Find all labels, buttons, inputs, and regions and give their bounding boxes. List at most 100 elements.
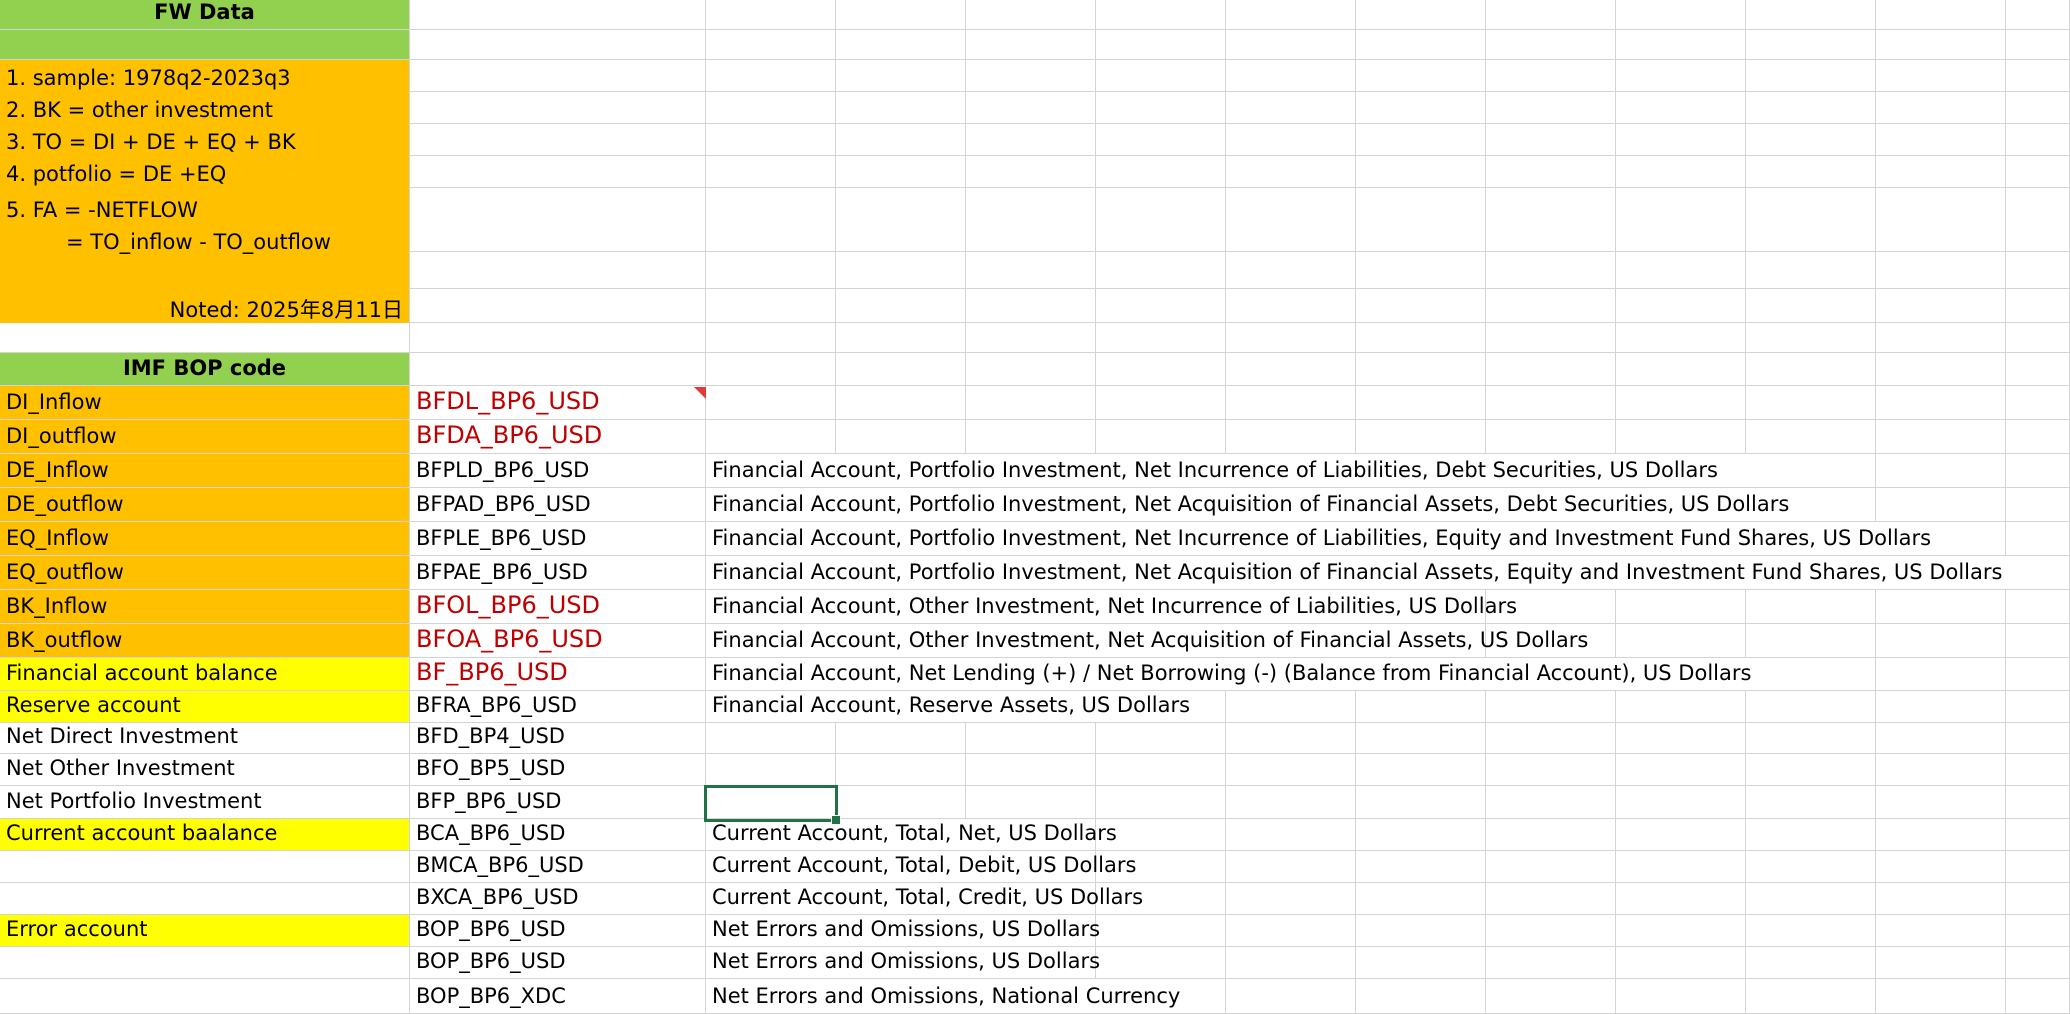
cell[interactable]	[1876, 851, 2006, 883]
cell[interactable]	[1226, 386, 1356, 420]
cell[interactable]	[1746, 915, 1876, 947]
cell[interactable]	[1486, 488, 1616, 522]
cell[interactable]	[1226, 556, 1356, 590]
cell[interactable]	[2006, 883, 2070, 915]
cell[interactable]	[1616, 252, 1746, 289]
cell[interactable]	[966, 188, 1096, 252]
cell[interactable]	[966, 786, 1096, 819]
description-cell[interactable]: Financial Account, Other Investment, Net…	[706, 590, 1517, 624]
cell[interactable]	[966, 556, 1096, 590]
cell[interactable]	[1746, 754, 1876, 786]
cell[interactable]	[1746, 420, 1876, 454]
cell[interactable]	[1356, 658, 1486, 691]
code-cell[interactable]: BFD_BP4_USD	[410, 723, 706, 754]
label-cell[interactable]: DI_outflow	[0, 420, 410, 454]
cell[interactable]	[836, 92, 966, 124]
cell[interactable]	[1876, 819, 2006, 851]
cell[interactable]	[836, 590, 966, 624]
cell[interactable]	[1616, 60, 1746, 92]
cell[interactable]	[966, 819, 1096, 851]
cell[interactable]	[836, 947, 966, 979]
cell[interactable]	[1096, 658, 1226, 691]
cell[interactable]	[1096, 522, 1226, 556]
cell[interactable]	[706, 156, 836, 188]
description-cell[interactable]: Financial Account, Portfolio Investment,…	[706, 488, 1789, 522]
code-cell[interactable]: BFPAE_BP6_USD	[410, 556, 706, 590]
cell[interactable]	[1356, 723, 1486, 754]
cell[interactable]	[966, 156, 1096, 188]
cell[interactable]	[2006, 488, 2070, 522]
cell[interactable]	[1096, 883, 1226, 915]
cell[interactable]	[1096, 289, 1226, 323]
fw-data-header-cell[interactable]: FW Data	[0, 0, 410, 30]
cell[interactable]	[1356, 522, 1486, 556]
cell[interactable]	[1486, 353, 1616, 386]
cell[interactable]	[1096, 723, 1226, 754]
cell[interactable]	[2006, 124, 2070, 156]
cell[interactable]	[1356, 30, 1486, 60]
cell[interactable]	[2006, 819, 2070, 851]
cell[interactable]	[1486, 754, 1616, 786]
cell[interactable]	[966, 124, 1096, 156]
description-cell[interactable]: Current Account, Total, Credit, US Dolla…	[706, 883, 1143, 915]
cell[interactable]	[1486, 851, 1616, 883]
cell[interactable]	[1226, 289, 1356, 323]
cell[interactable]	[1226, 252, 1356, 289]
cell[interactable]	[1616, 979, 1746, 1014]
cell[interactable]	[1876, 556, 2006, 590]
cell[interactable]	[1486, 658, 1616, 691]
cell[interactable]	[1096, 188, 1226, 252]
cell[interactable]	[410, 353, 706, 386]
cell[interactable]	[1356, 754, 1486, 786]
cell[interactable]	[966, 624, 1096, 658]
cell[interactable]	[836, 915, 966, 947]
cell[interactable]	[410, 323, 706, 353]
cell[interactable]	[0, 323, 410, 353]
cell[interactable]	[1486, 60, 1616, 92]
cell[interactable]	[836, 420, 966, 454]
cell[interactable]	[1616, 386, 1746, 420]
cell[interactable]	[1486, 30, 1616, 60]
cell[interactable]	[2006, 0, 2070, 30]
cell[interactable]	[1096, 386, 1226, 420]
fw-data-header-cell[interactable]	[0, 30, 410, 60]
cell[interactable]	[2006, 786, 2070, 819]
cell[interactable]	[1876, 420, 2006, 454]
cell[interactable]	[1486, 188, 1616, 252]
imf-bop-header-cell[interactable]: IMF BOP code	[0, 353, 410, 386]
cell[interactable]	[1746, 522, 1876, 556]
cell[interactable]	[966, 851, 1096, 883]
cell[interactable]	[1096, 252, 1226, 289]
cell[interactable]	[836, 353, 966, 386]
cell[interactable]	[1096, 691, 1226, 723]
cell[interactable]	[1616, 590, 1746, 624]
cell[interactable]	[706, 289, 836, 323]
cell[interactable]	[1356, 353, 1486, 386]
cell[interactable]	[1486, 454, 1616, 488]
cell[interactable]	[966, 590, 1096, 624]
cell[interactable]	[706, 420, 836, 454]
cell[interactable]	[1486, 883, 1616, 915]
cell[interactable]	[1356, 590, 1486, 624]
cell[interactable]	[1096, 30, 1226, 60]
cell[interactable]	[1356, 851, 1486, 883]
cell[interactable]	[1226, 420, 1356, 454]
cell[interactable]	[706, 323, 836, 353]
code-cell[interactable]: BFRA_BP6_USD	[410, 691, 706, 723]
cell[interactable]	[1876, 624, 2006, 658]
cell[interactable]	[2006, 522, 2070, 556]
cell[interactable]	[1226, 60, 1356, 92]
cell[interactable]	[1876, 947, 2006, 979]
cell[interactable]	[410, 289, 706, 323]
cell[interactable]	[1486, 624, 1616, 658]
cell[interactable]	[836, 624, 966, 658]
cell[interactable]	[1616, 454, 1746, 488]
cell[interactable]	[706, 723, 836, 754]
cell[interactable]	[1356, 488, 1486, 522]
cell[interactable]	[1486, 289, 1616, 323]
cell[interactable]	[1616, 624, 1746, 658]
cell[interactable]	[1876, 0, 2006, 30]
cell[interactable]	[836, 60, 966, 92]
cell[interactable]	[966, 754, 1096, 786]
cell[interactable]	[1746, 0, 1876, 30]
